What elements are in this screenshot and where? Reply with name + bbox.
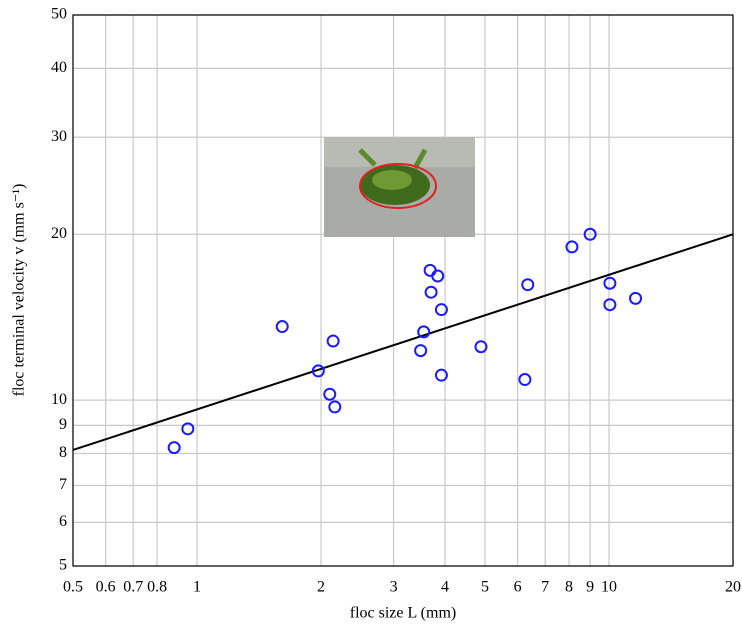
data-point [434,303,448,317]
data-point [603,298,617,312]
x-tick-label: 0.8 [147,579,167,596]
y-tick-label: 50 [51,6,67,23]
x-tick-label: 0.7 [123,579,143,596]
data-point [431,269,445,283]
data-point [311,364,325,378]
data-point [474,340,488,354]
y-tick-label: 5 [59,557,67,574]
x-tick-label: 0.6 [96,579,116,596]
x-tick-label: 3 [390,579,398,596]
plot-frame [72,14,734,567]
data-point [583,227,597,241]
data-point [167,441,181,455]
y-axis-label: floc terminal velocity v (mm s⁻¹) [11,184,28,397]
data-point [518,373,532,387]
x-tick-label: 0.5 [63,579,83,596]
x-tick-label: 9 [586,579,594,596]
y-tick-label: 20 [51,225,67,242]
x-tick-label: 7 [541,579,549,596]
x-tick-label: 6 [514,579,522,596]
x-tick-label: 2 [317,579,325,596]
data-point [424,285,438,299]
data-point [565,240,579,254]
x-tick-label: 20 [725,579,741,596]
x-tick-label: 5 [481,579,489,596]
data-point [603,276,617,290]
data-point [414,344,428,358]
data-point [521,278,535,292]
data-point [326,334,340,348]
data-point [275,320,289,334]
data-point [423,263,437,277]
x-tick-label: 10 [601,579,617,596]
y-tick-label: 9 [59,416,67,433]
data-point [323,387,337,401]
y-tick-label: 30 [51,128,67,145]
x-tick-label: 1 [193,579,201,596]
data-point [181,422,195,436]
x-tick-label: 4 [441,579,449,596]
x-tick-label: 8 [565,579,573,596]
data-point [328,400,342,414]
y-tick-label: 10 [51,391,67,408]
x-axis-label: floc size L (mm) [350,605,456,622]
inset-photo [324,137,475,237]
data-point [629,291,643,305]
y-tick-label: 40 [51,59,67,76]
y-tick-label: 7 [59,476,67,493]
data-point [434,368,448,382]
y-tick-label: 6 [59,513,67,530]
fit-line [72,233,734,451]
data-point [417,325,431,339]
y-tick-label: 8 [59,444,67,461]
